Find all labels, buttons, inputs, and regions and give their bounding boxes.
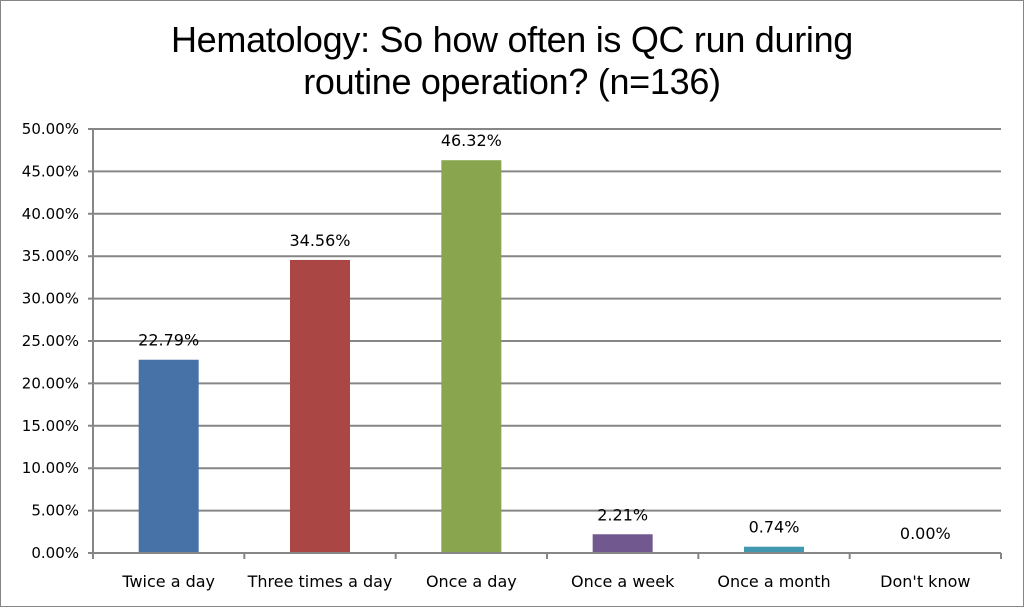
data-label: 34.56% bbox=[289, 231, 350, 250]
x-category-label: Once a week bbox=[571, 572, 675, 591]
y-tick-label: 40.00% bbox=[22, 205, 79, 223]
y-tick-label: 25.00% bbox=[22, 332, 79, 350]
chart-title-line-2: routine operation? (n=136) bbox=[303, 61, 721, 102]
y-tick-label: 50.00% bbox=[22, 120, 79, 138]
x-category-label: Three times a day bbox=[247, 572, 393, 591]
y-tick-label: 5.00% bbox=[31, 502, 79, 520]
data-label: 2.21% bbox=[597, 505, 648, 524]
bar-three-times-a-day bbox=[290, 259, 350, 553]
chart-title-line-1: Hematology: So how often is QC run durin… bbox=[170, 19, 854, 60]
y-tick-label: 10.00% bbox=[22, 459, 79, 477]
y-tick-label: 45.00% bbox=[22, 162, 79, 180]
y-tick-label: 0.00% bbox=[31, 544, 79, 562]
data-label: 46.32% bbox=[441, 131, 502, 150]
x-category-label: Once a day bbox=[426, 572, 517, 591]
bar-once-a-month bbox=[744, 546, 804, 553]
y-tick-label: 35.00% bbox=[22, 247, 79, 265]
x-category-label: Don't know bbox=[880, 572, 970, 591]
bar-twice-a-day bbox=[138, 359, 199, 553]
y-tick-label: 30.00% bbox=[22, 290, 79, 308]
y-tick-label: 20.00% bbox=[22, 374, 79, 392]
data-label: 0.00% bbox=[900, 524, 951, 543]
bar-once-a-day bbox=[441, 160, 502, 553]
data-label: 0.74% bbox=[749, 518, 800, 537]
bar-once-a-week bbox=[592, 534, 653, 553]
data-label: 22.79% bbox=[138, 331, 199, 350]
x-category-label: Once a month bbox=[717, 572, 830, 591]
x-category-label: Twice a day bbox=[121, 572, 215, 591]
chart-title: Hematology: So how often is QC run durin… bbox=[1, 19, 1023, 103]
y-tick-label: 15.00% bbox=[22, 417, 79, 435]
